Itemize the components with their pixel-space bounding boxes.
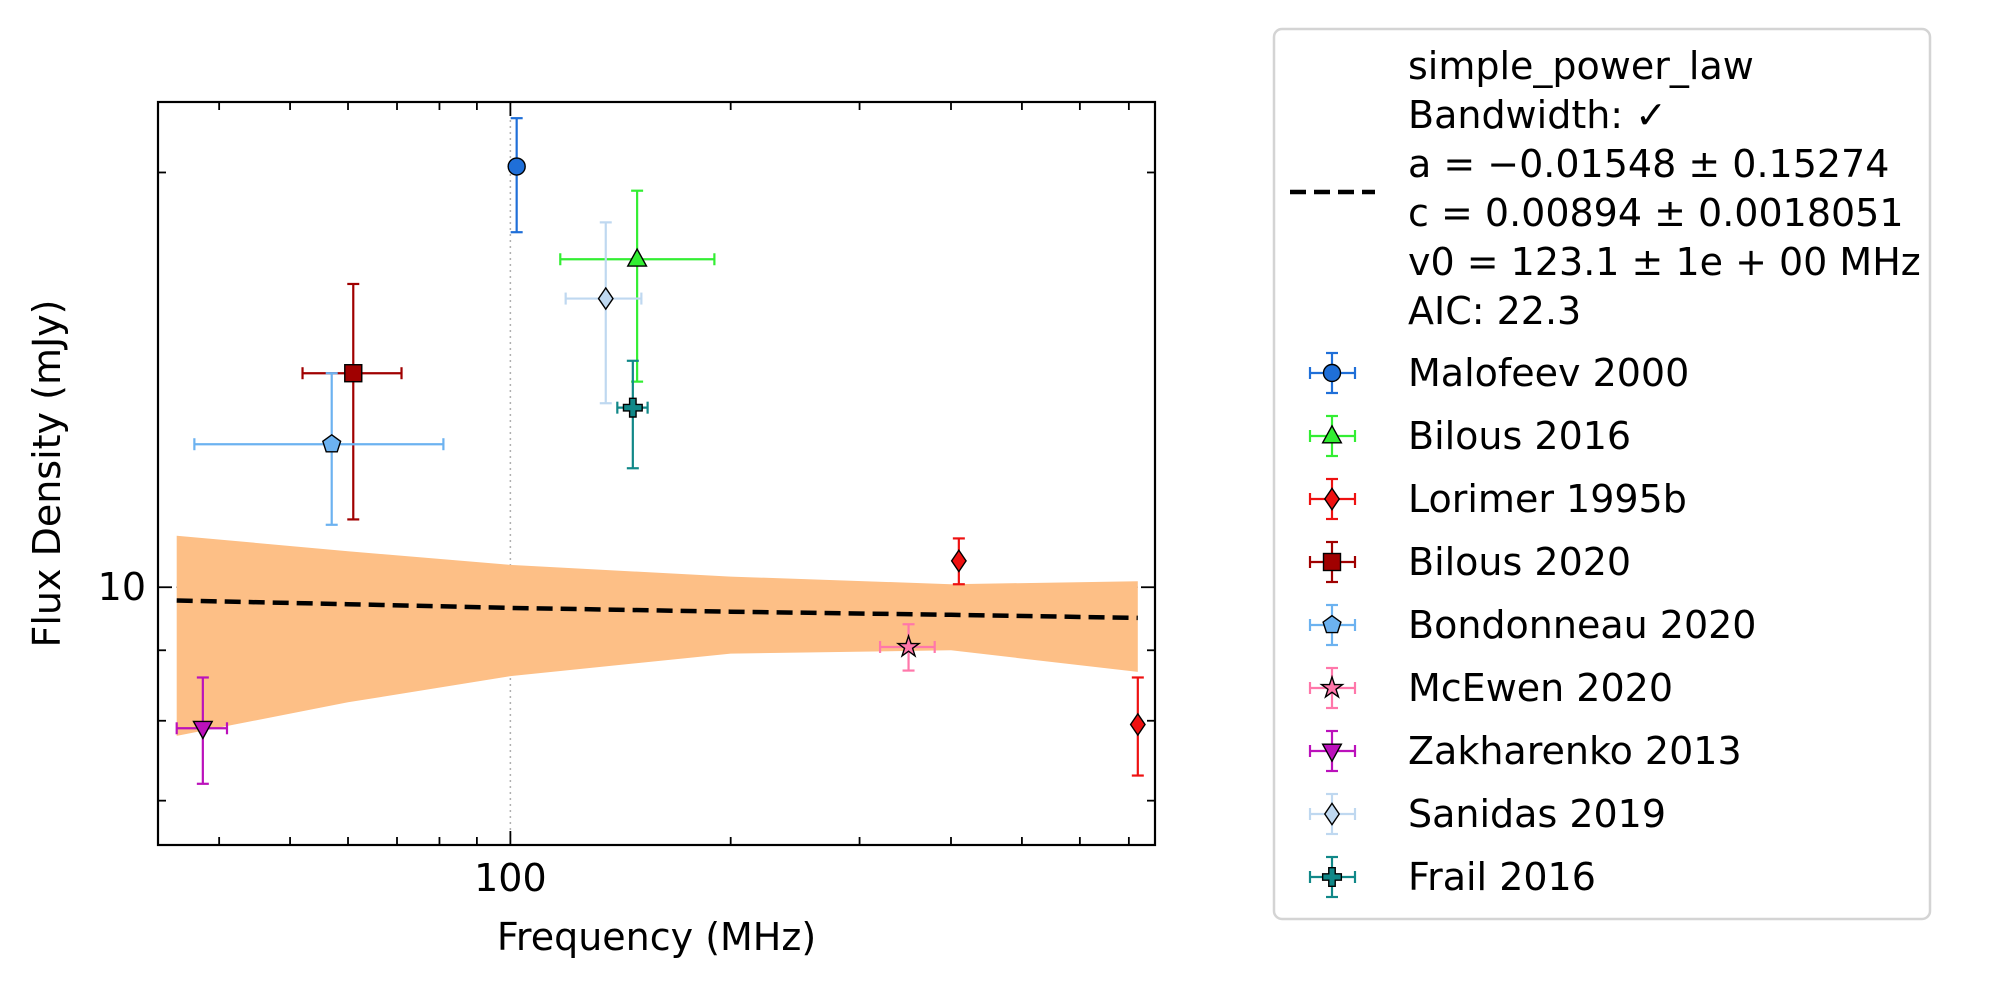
legend: simple_power_law Bandwidth: ✓ a = −0.01548… (1272, 27, 1932, 921)
series-bondonneau-2020 (193, 372, 445, 526)
legend-entry: Sanidas 2019 (1308, 792, 1666, 836)
y-error-bar (347, 282, 360, 521)
data-point (192, 720, 214, 740)
y-tick-label: 10 (98, 565, 146, 609)
legend-label: Frail 2016 (1408, 855, 1596, 899)
fit-line (176, 598, 1138, 621)
legend-entry: Lorimer 1995b (1308, 477, 1687, 521)
data-point (344, 364, 363, 383)
axes: 100 10 Frequency (MHz) Flux Density (mJy) (25, 100, 1157, 959)
legend-label: Lorimer 1995b (1408, 477, 1687, 521)
series-sanidas-2019 (564, 221, 643, 405)
legend-entry: Bondonneau 2020 (1308, 603, 1756, 647)
legend-marker (1321, 866, 1343, 888)
x-error-bar (193, 438, 445, 451)
legend-fit-label-line: v0 = 123.1 ± 1e + 00 MHz (1408, 240, 1921, 284)
legend-marker (1322, 552, 1342, 572)
data-point (597, 286, 614, 311)
legend-fit-label-line: simple_power_law (1408, 44, 1754, 88)
legend-entry: Bilous 2016 (1308, 414, 1631, 458)
data-point (622, 397, 643, 418)
legend-marker (1319, 674, 1345, 699)
legend-marker (1322, 363, 1342, 383)
data-point (626, 247, 648, 267)
legend-label: Malofeev 2000 (1408, 351, 1689, 395)
legend-fit-label-line: c = 0.00894 ± 0.0018051 (1408, 191, 1904, 235)
plot-content (158, 102, 1155, 845)
legend-marker (1323, 802, 1341, 826)
data-point (950, 549, 967, 573)
legend-entry: Bilous 2020 (1308, 540, 1631, 584)
legend-label: Bilous 2020 (1408, 540, 1631, 584)
data-point (895, 633, 922, 658)
x-axis-label: Frequency (MHz) (497, 915, 816, 959)
legend-fit-label-line: Bandwidth: ✓ (1408, 93, 1667, 137)
legend-label: Sanidas 2019 (1408, 792, 1666, 836)
y-axis-label: Flux Density (mJy) (25, 300, 69, 648)
data-point (1129, 712, 1146, 737)
series-malofeev-2000 (507, 117, 526, 234)
legend-entry: Frail 2016 (1308, 855, 1596, 899)
legend-box (1272, 27, 1932, 921)
series-frail-2016 (616, 359, 649, 470)
series-zakharenko-2013 (175, 676, 229, 785)
legend-entry: Zakharenko 2013 (1308, 729, 1742, 773)
y-error-bar (599, 221, 612, 405)
legend-label: McEwen 2020 (1408, 666, 1673, 710)
legend-fit-label-line: a = −0.01548 ± 0.15274 (1408, 142, 1889, 186)
x-tick-label: 100 (474, 856, 547, 900)
legend-label: Zakharenko 2013 (1408, 729, 1742, 773)
series-bilous-2016 (559, 189, 716, 383)
plot-frame (156, 100, 1157, 847)
series-lorimer-1995b (950, 537, 1146, 777)
legend-label: Bondonneau 2020 (1408, 603, 1756, 647)
legend-entry-fit: simple_power_law Bandwidth: ✓ a = −0.01548… (1290, 44, 1921, 333)
legend-entry: Malofeev 2000 (1308, 351, 1689, 395)
data-point (507, 157, 526, 176)
fit-uncertainty-band (176, 535, 1138, 736)
legend-marker (1321, 743, 1343, 763)
data-point (321, 433, 342, 453)
legend-marker (1323, 487, 1341, 511)
legend-label: Bilous 2016 (1408, 414, 1631, 458)
legend-marker (1322, 614, 1342, 634)
series-mcewen-2020 (878, 623, 936, 672)
y-error-bar (631, 189, 644, 383)
grid-lines (158, 102, 1155, 845)
legend-marker (1321, 424, 1343, 444)
legend-entry: McEwen 2020 (1308, 666, 1673, 710)
series-bilous-2020 (301, 282, 403, 521)
legend-fit-label-line: AIC: 22.3 (1408, 289, 1581, 333)
